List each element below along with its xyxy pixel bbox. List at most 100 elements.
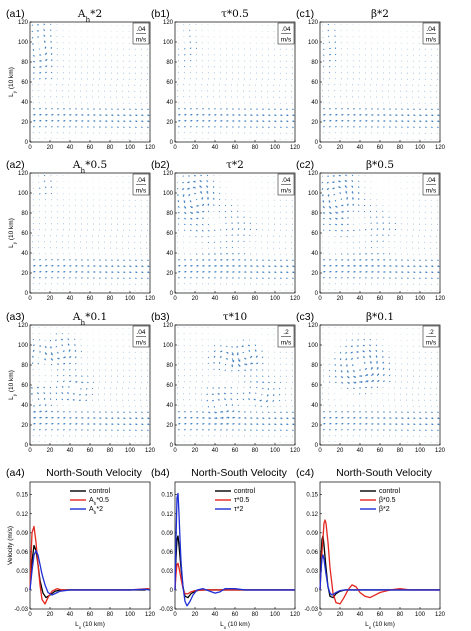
arrow-head [135, 417, 138, 420]
arrow-head [253, 398, 256, 401]
arrow-head [353, 416, 356, 419]
arrow-head [431, 120, 434, 123]
arrow-head [238, 364, 241, 367]
arrow-head [377, 380, 380, 382]
arrow-head [280, 417, 283, 420]
arrow-head [111, 271, 114, 273]
arrow-head [212, 387, 214, 389]
arrow-head [413, 126, 415, 128]
arrow-head [69, 114, 72, 116]
arrow-head [231, 216, 233, 218]
arrow-head [208, 119, 211, 122]
panel-title: τ*0.5 [221, 8, 249, 20]
arrow-head [360, 264, 363, 267]
arrow-head [93, 108, 96, 110]
arrow-head [93, 271, 96, 273]
arrow-head [353, 229, 355, 231]
arrow-head [39, 113, 42, 116]
arrow-head [256, 423, 259, 425]
arrow-head [36, 36, 39, 38]
arrow-head [33, 119, 36, 122]
arrow-head [111, 259, 114, 261]
arrow-head [354, 381, 357, 384]
arrow-head [335, 429, 337, 431]
arrow-head [184, 429, 186, 431]
arrow-head [369, 355, 372, 358]
arrow-head [202, 429, 204, 431]
arrow-head [33, 264, 36, 267]
arrow-head [39, 264, 42, 267]
arrow-head [407, 271, 410, 274]
arrow-head [111, 417, 114, 419]
arrow-head [30, 387, 33, 389]
arrow-head [347, 277, 349, 279]
arrow-head [129, 108, 132, 110]
arrow-head [250, 369, 253, 371]
arrow-head [129, 114, 132, 117]
arrow-head [129, 265, 132, 268]
arrow-head [226, 277, 229, 279]
arrow-head [147, 120, 150, 123]
arrow-head [347, 376, 350, 379]
x-tick-label: 100 [125, 296, 136, 302]
panel-title: β*0.1 [366, 311, 394, 323]
arrow-head [250, 259, 253, 261]
arrow-head [340, 370, 343, 373]
arrow-head [129, 271, 132, 274]
arrow-head [93, 265, 96, 267]
arrow-head [239, 265, 242, 267]
arrow-head [178, 119, 181, 122]
arrow-head [369, 210, 371, 212]
arrow-head [123, 120, 126, 123]
arrow-head [208, 429, 211, 431]
arrow-head [61, 344, 63, 346]
arrow-head [69, 362, 71, 365]
arrow-head [262, 271, 265, 274]
arrow-head [322, 194, 324, 197]
arrow-head [366, 264, 369, 267]
arrow-head [111, 126, 113, 128]
arrow-head [292, 120, 295, 123]
arrow-head [190, 429, 192, 431]
arrow-head [223, 392, 226, 395]
arrow-head [347, 210, 350, 213]
arrow-head [256, 120, 259, 122]
arrow-head [58, 357, 61, 360]
arrow-head [326, 188, 329, 191]
arrow-head [365, 386, 368, 389]
arrow-head [227, 422, 230, 425]
arrow-head [377, 411, 380, 413]
arrow-head [323, 54, 325, 56]
arrow-head [105, 429, 107, 431]
arrow-head [365, 114, 368, 116]
arrow-head [347, 223, 349, 225]
arrow-head [323, 270, 326, 273]
arrow-head [206, 196, 210, 199]
y-tick-label: 40 [21, 251, 28, 257]
arrow-head [377, 277, 380, 279]
arrow-head [190, 126, 192, 128]
arrow-head [177, 194, 179, 197]
arrow-head [268, 417, 271, 420]
arrow-head [425, 277, 427, 279]
arrow-head [230, 398, 232, 400]
arrow-head [413, 259, 416, 261]
arrow-head [371, 423, 374, 425]
arrow-head [135, 265, 138, 268]
scale-value: .04 [136, 177, 145, 184]
arrow-head [93, 114, 96, 116]
arrow-head [86, 388, 88, 390]
x-tick-label: 20 [47, 145, 54, 151]
x-tick-label: 40 [67, 296, 74, 302]
arrow-head [74, 343, 76, 346]
arrow-head [75, 375, 78, 377]
arrow-head [356, 345, 359, 347]
scale-unit: m/s [136, 37, 147, 44]
arrow-head [371, 259, 374, 261]
arrow-head [250, 114, 253, 116]
arrow-head [353, 411, 356, 413]
arrow-head [437, 114, 440, 117]
arrow-head [346, 203, 349, 206]
arrow-head [323, 422, 326, 425]
arrow-head [347, 217, 350, 219]
